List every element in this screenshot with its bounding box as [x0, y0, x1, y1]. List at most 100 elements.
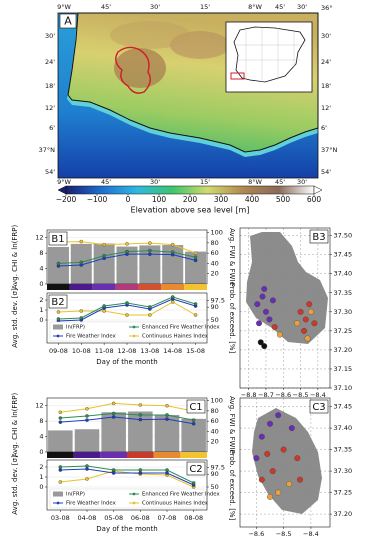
- marker: [125, 249, 129, 254]
- legend-label: Enhanced Fire Weather Index: [142, 492, 220, 498]
- legend-swatch: [132, 501, 136, 505]
- lat-label: 36°: [321, 4, 333, 12]
- marker: [193, 251, 198, 255]
- lon-label: 8°W: [248, 178, 262, 186]
- marker: [102, 309, 106, 313]
- y-tick-label: 4: [39, 265, 43, 273]
- marker: [85, 477, 89, 481]
- x-tick-label: 08-08: [184, 514, 203, 522]
- y-axis-label: Avg. std. dev. [σ]: [11, 455, 19, 515]
- marker: [56, 317, 61, 321]
- lat-label: 24': [45, 58, 55, 66]
- point: [261, 343, 268, 350]
- marker: [193, 258, 198, 263]
- point: [297, 476, 303, 483]
- day-strip: [69, 284, 93, 290]
- y-tick-label: 37.10: [334, 384, 353, 392]
- y-tick-label: 37.45: [334, 403, 353, 411]
- marker: [193, 255, 198, 260]
- point: [266, 316, 273, 323]
- panel-label: A: [64, 15, 72, 28]
- y-tick-label: 37.35: [334, 446, 353, 454]
- y-tick-label: 37.15: [334, 365, 353, 373]
- lon-label: 8°W: [248, 3, 262, 11]
- legend-swatch: [132, 492, 136, 496]
- bar: [48, 430, 73, 452]
- lat-label: 30': [45, 32, 55, 40]
- legend-label: Fire Weather Index: [66, 501, 116, 507]
- bar: [139, 245, 161, 284]
- y2-tick-label: 60: [211, 249, 219, 257]
- point: [286, 481, 293, 487]
- colorbar-end: [313, 185, 323, 195]
- legend-swatch: [132, 334, 136, 338]
- y-tick-label: 37.50: [334, 232, 353, 240]
- lon-label: 15': [200, 178, 210, 186]
- marker: [56, 261, 61, 266]
- x-tick-label: −8.4: [303, 530, 319, 538]
- y-tick-label: 0: [39, 280, 43, 288]
- panel-label-box: [48, 294, 68, 309]
- line: [60, 468, 194, 486]
- point: [254, 301, 261, 308]
- y-axis-label: Avg. CHI & ln(FRP): [11, 392, 19, 457]
- y-tick-label: 0: [39, 448, 43, 456]
- panel-label: C3: [312, 402, 325, 413]
- lat-label: 12': [45, 104, 55, 112]
- x-tick-label: 13-08: [140, 347, 159, 355]
- panel-label-box: [186, 399, 206, 414]
- x-tick-label: −8.5: [293, 391, 309, 399]
- x-tick-label: 07-08: [158, 514, 177, 522]
- point: [261, 286, 268, 292]
- y-tick-label: 37.20: [334, 346, 353, 354]
- x-tick-label: −8.8: [241, 391, 257, 399]
- y2-axis-label: Avg. FWI & FWIe: [228, 228, 236, 286]
- lat-label: 18': [45, 82, 55, 90]
- colorbar-tick-label: 100: [152, 195, 167, 204]
- point: [276, 331, 283, 338]
- x-tick-label: −8.6: [275, 391, 291, 399]
- day-strip: [153, 452, 181, 458]
- x-tick-label: −8.4: [310, 391, 326, 399]
- day-strip: [92, 284, 116, 290]
- y-axis-label: Avg. std. dev. [σ]: [11, 288, 19, 348]
- day-strip: [100, 452, 127, 458]
- bar: [93, 243, 115, 284]
- plot-frame: [239, 227, 331, 389]
- y-tick-label: 37.40: [334, 270, 353, 278]
- map-a: A Elevation above sea level [m]: [57, 12, 319, 215]
- colorbar-tick-label: 300: [214, 195, 229, 204]
- x-axis-label: Day of the month: [96, 358, 157, 366]
- lon-label: 45': [275, 178, 285, 186]
- marker: [148, 313, 152, 317]
- marker: [191, 418, 196, 422]
- legend-box: [49, 321, 205, 342]
- marker: [165, 471, 169, 475]
- day-strip: [127, 452, 154, 458]
- y2-axis-label: Avg. FWI & FWIe: [228, 396, 236, 454]
- point: [275, 489, 282, 496]
- y-tick-label: 8: [39, 249, 43, 257]
- marker: [79, 239, 84, 244]
- y2-tick-label: 100: [211, 229, 223, 237]
- burned-area: [252, 408, 322, 514]
- x-tick-label: 10-08: [72, 347, 91, 355]
- point: [258, 476, 265, 483]
- colorbar-tick-label: 0: [126, 195, 131, 204]
- legend-box: [49, 488, 205, 509]
- b3-region: [246, 232, 328, 344]
- legend-swatch: [53, 324, 63, 330]
- marker: [193, 313, 198, 317]
- lon-label: 15': [200, 3, 210, 11]
- y-tick-label: 1: [39, 473, 43, 481]
- marker: [111, 468, 116, 472]
- legend-label: ln(FRP): [66, 325, 85, 331]
- marker: [125, 301, 129, 305]
- legend-label: ln(FRP): [66, 492, 85, 498]
- bar: [74, 429, 100, 452]
- y2-tick-label: 100: [211, 397, 223, 405]
- marker: [170, 242, 175, 247]
- marker: [79, 309, 84, 313]
- lat-label: 54': [45, 168, 55, 176]
- point: [267, 493, 273, 500]
